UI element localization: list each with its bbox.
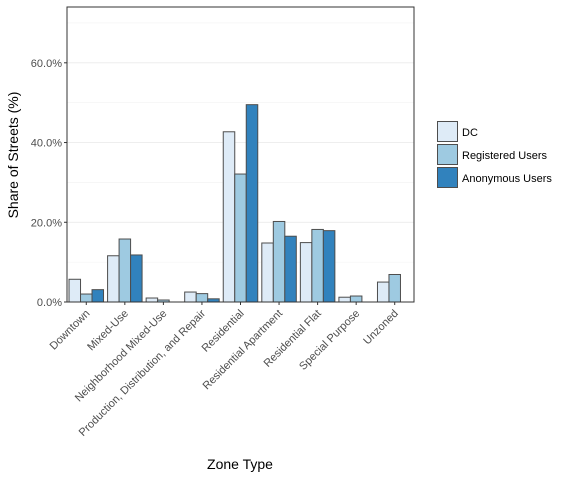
bar-anonymous-users-6 <box>322 230 336 303</box>
y-tick-label: 20.0% <box>31 217 62 229</box>
bar-registered-users-7 <box>349 295 363 303</box>
bar-anonymous-users-5 <box>284 235 297 303</box>
legend-label: Registered Users <box>462 150 547 162</box>
bar-dc-0 <box>68 278 82 303</box>
bar-registered-users-3 <box>195 293 209 303</box>
bar-registered-users-5 <box>272 220 286 303</box>
legend-label: Anonymous Users <box>462 173 552 185</box>
x-axis-title: Zone Type <box>207 456 273 472</box>
bar-dc-8 <box>376 281 390 303</box>
bar-dc-4 <box>222 131 236 303</box>
bar-anonymous-users-4 <box>245 104 259 303</box>
y-axis: 0.0% 20.0% 40.0% 60.0% <box>31 58 67 309</box>
legend-swatch-registered-users <box>437 144 458 165</box>
bar-dc-7 <box>338 296 351 303</box>
bar-registered-users-8 <box>388 273 401 303</box>
y-axis-title: Share of Streets (%) <box>5 92 21 219</box>
legend: DC Registered Users Anonymous Users <box>437 121 552 188</box>
legend-swatch-dc <box>437 121 458 142</box>
bars <box>68 104 401 303</box>
bar-registered-users-1 <box>118 238 132 303</box>
legend-label: DC <box>462 127 478 139</box>
bar-registered-users-6 <box>311 228 324 303</box>
bar-dc-5 <box>261 242 274 303</box>
bar-dc-1 <box>107 255 120 303</box>
bar-anonymous-users-1 <box>130 254 143 303</box>
bar-anonymous-users-0 <box>91 289 105 303</box>
y-tick-label: 0.0% <box>37 297 62 309</box>
y-tick-label: 40.0% <box>31 138 62 150</box>
y-tick-label: 60.0% <box>31 58 62 70</box>
bar-registered-users-0 <box>80 293 93 303</box>
bar-dc-3 <box>184 291 197 303</box>
bar-registered-users-4 <box>234 173 247 303</box>
bar-dc-6 <box>299 242 313 303</box>
x-tick-label: Unzoned <box>361 308 401 348</box>
legend-swatch-anonymous-users <box>437 167 458 188</box>
bar-dc-2 <box>145 297 159 303</box>
